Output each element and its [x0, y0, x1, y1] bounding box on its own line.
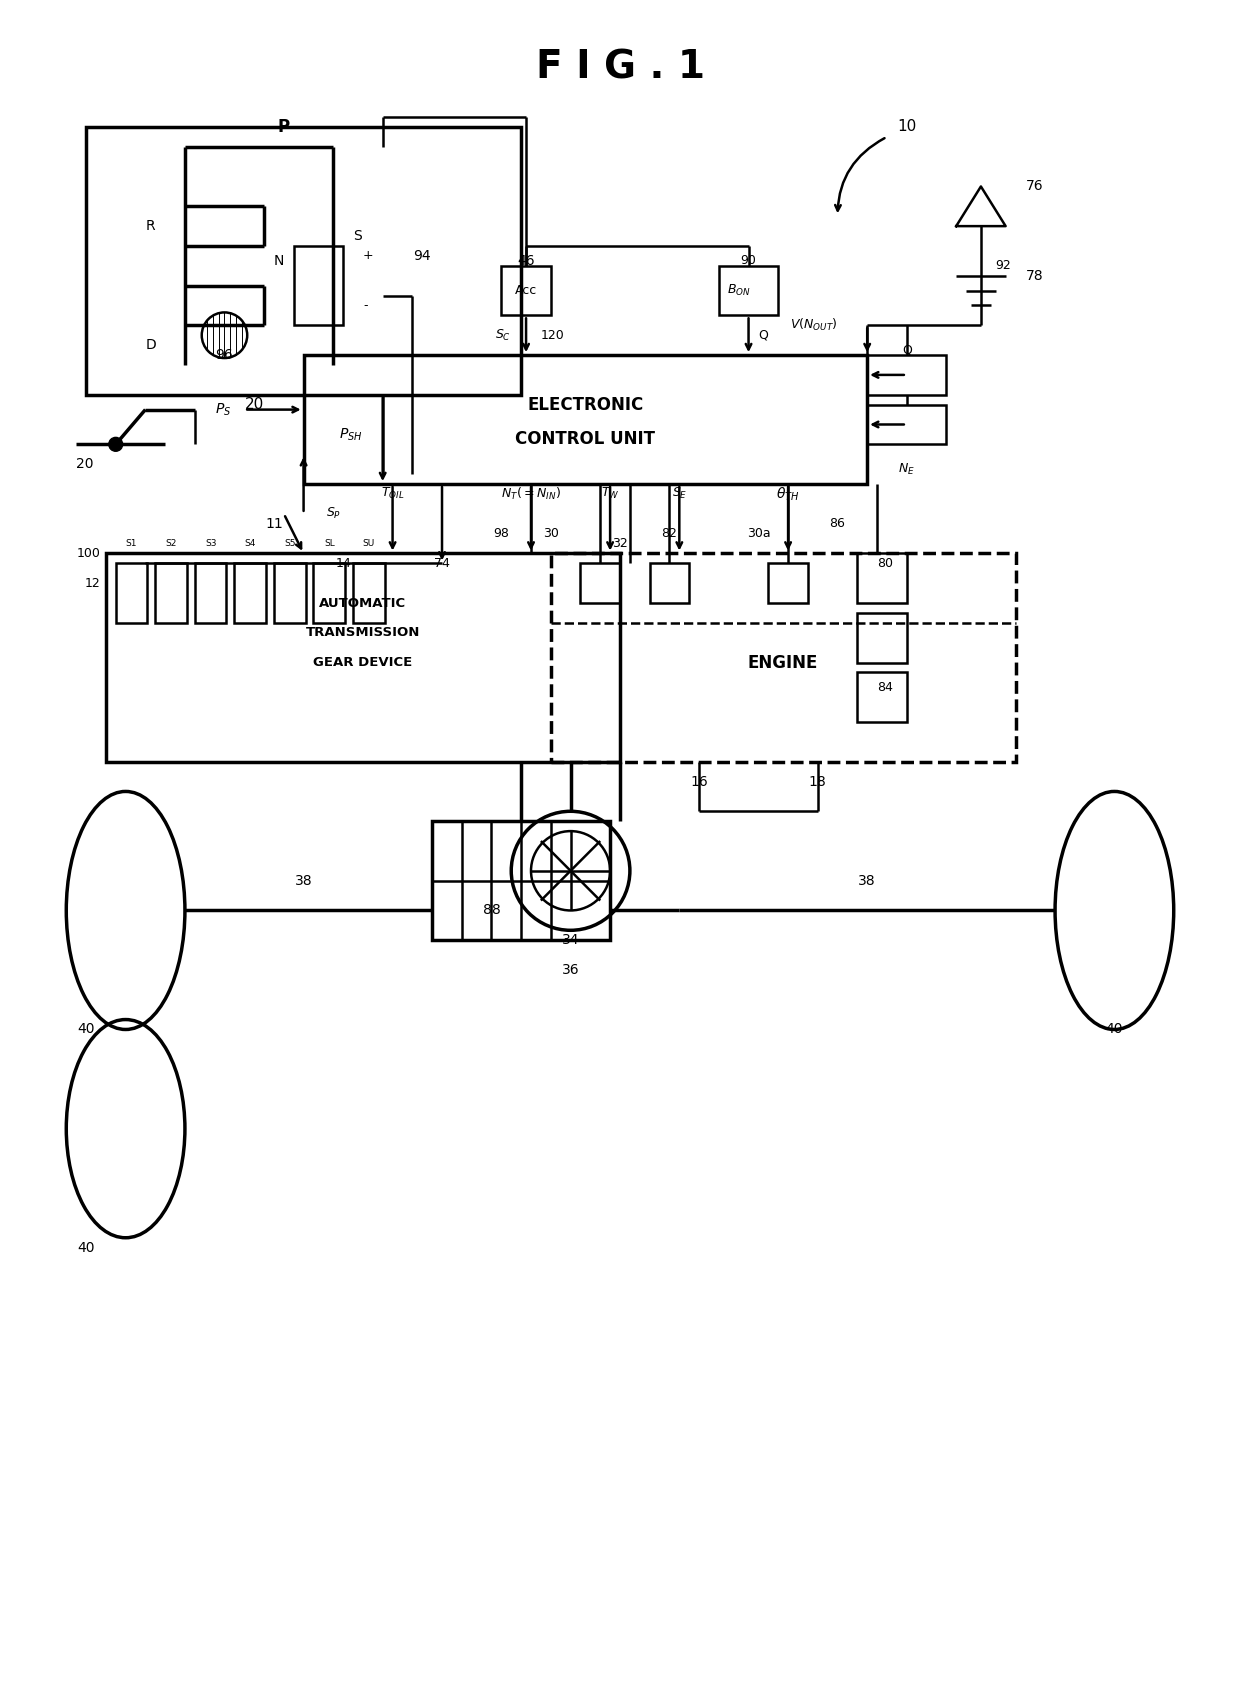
Text: -: - — [363, 299, 367, 311]
Text: 32: 32 — [613, 538, 627, 550]
Text: $S_C$: $S_C$ — [495, 328, 511, 343]
Text: $N_T(=N_{IN})$: $N_T(=N_{IN})$ — [501, 485, 560, 502]
Text: 40: 40 — [1106, 1023, 1123, 1037]
Bar — [580, 563, 620, 604]
Text: D: D — [145, 338, 156, 352]
Text: 78: 78 — [1025, 269, 1043, 282]
Bar — [294, 245, 343, 325]
Text: Acc: Acc — [515, 284, 537, 298]
Bar — [115, 563, 148, 622]
Bar — [195, 563, 227, 622]
Text: 90: 90 — [740, 254, 756, 267]
Text: $N_E$: $N_E$ — [898, 462, 915, 477]
Text: 46: 46 — [517, 254, 534, 267]
Text: CONTROL UNIT: CONTROL UNIT — [516, 431, 656, 448]
Text: 100: 100 — [77, 546, 100, 560]
Text: 96: 96 — [216, 348, 233, 362]
Text: Q: Q — [759, 328, 769, 342]
Bar — [304, 355, 867, 484]
Text: N: N — [274, 254, 284, 267]
Text: 120: 120 — [541, 328, 564, 342]
Text: AUTOMATIC: AUTOMATIC — [320, 597, 407, 609]
Bar — [857, 553, 906, 604]
Text: $T_W$: $T_W$ — [601, 487, 620, 502]
Bar — [857, 673, 906, 722]
Text: S3: S3 — [205, 539, 217, 548]
Text: 10: 10 — [897, 120, 916, 135]
Text: $B_{ON}$: $B_{ON}$ — [727, 282, 750, 298]
Bar — [234, 563, 267, 622]
Text: F I G . 1: F I G . 1 — [536, 49, 704, 86]
Text: ELECTRONIC: ELECTRONIC — [527, 396, 644, 414]
Text: S5: S5 — [284, 539, 295, 548]
Text: SL: SL — [324, 539, 335, 548]
Text: 88: 88 — [482, 903, 500, 918]
Text: S2: S2 — [165, 539, 177, 548]
Text: $\theta_{TH}$: $\theta_{TH}$ — [776, 485, 800, 502]
Text: Q: Q — [901, 343, 911, 357]
Text: 76: 76 — [1025, 179, 1043, 193]
Text: 40: 40 — [77, 1241, 94, 1255]
Bar — [353, 563, 384, 622]
Text: 84: 84 — [877, 681, 893, 693]
Text: 20: 20 — [76, 457, 94, 472]
Text: S1: S1 — [125, 539, 138, 548]
Bar — [314, 563, 345, 622]
Bar — [86, 127, 521, 394]
Bar — [650, 563, 689, 604]
Text: S: S — [353, 228, 362, 244]
Bar — [432, 822, 610, 940]
Bar — [274, 563, 305, 622]
Text: 80: 80 — [877, 556, 893, 570]
Text: 92: 92 — [996, 259, 1012, 272]
Text: 30: 30 — [543, 528, 559, 539]
Bar — [501, 265, 551, 316]
Bar — [719, 265, 779, 316]
Bar — [551, 553, 1016, 761]
Bar — [857, 612, 906, 663]
Circle shape — [109, 438, 123, 451]
Text: 34: 34 — [562, 933, 579, 947]
Text: $T_{OIL}$: $T_{OIL}$ — [381, 487, 404, 502]
Text: $S_P$: $S_P$ — [326, 506, 341, 521]
Text: R: R — [145, 220, 155, 233]
Text: SU: SU — [363, 539, 374, 548]
Text: $S_E$: $S_E$ — [672, 487, 687, 502]
Text: 74: 74 — [434, 556, 450, 570]
Bar — [867, 404, 946, 445]
Text: 36: 36 — [562, 962, 579, 977]
Text: $P_{SH}$: $P_{SH}$ — [340, 426, 363, 443]
Circle shape — [202, 313, 247, 358]
Text: 40: 40 — [77, 1023, 94, 1037]
Text: 98: 98 — [494, 528, 510, 539]
Text: $V(N_{OUT})$: $V(N_{OUT})$ — [790, 318, 837, 333]
Text: 18: 18 — [808, 774, 827, 788]
Text: S4: S4 — [244, 539, 255, 548]
Text: GEAR DEVICE: GEAR DEVICE — [314, 656, 413, 670]
Text: P: P — [278, 118, 290, 135]
Text: 38: 38 — [295, 874, 312, 888]
Text: 86: 86 — [830, 517, 846, 531]
Text: 82: 82 — [661, 528, 677, 539]
Text: 16: 16 — [691, 774, 708, 788]
Bar — [769, 563, 808, 604]
Bar — [867, 355, 946, 394]
Bar — [105, 553, 620, 761]
Text: 12: 12 — [86, 577, 100, 590]
Text: 94: 94 — [413, 249, 432, 262]
Text: ENGINE: ENGINE — [748, 653, 818, 671]
Text: 38: 38 — [858, 874, 875, 888]
Text: +: + — [363, 249, 373, 262]
Text: 20: 20 — [244, 397, 264, 413]
Bar — [155, 563, 187, 622]
Text: TRANSMISSION: TRANSMISSION — [306, 626, 420, 639]
Text: 11: 11 — [265, 517, 283, 531]
Text: 30a: 30a — [746, 528, 770, 539]
Text: 14: 14 — [335, 556, 351, 570]
Text: $P_S$: $P_S$ — [215, 401, 231, 418]
